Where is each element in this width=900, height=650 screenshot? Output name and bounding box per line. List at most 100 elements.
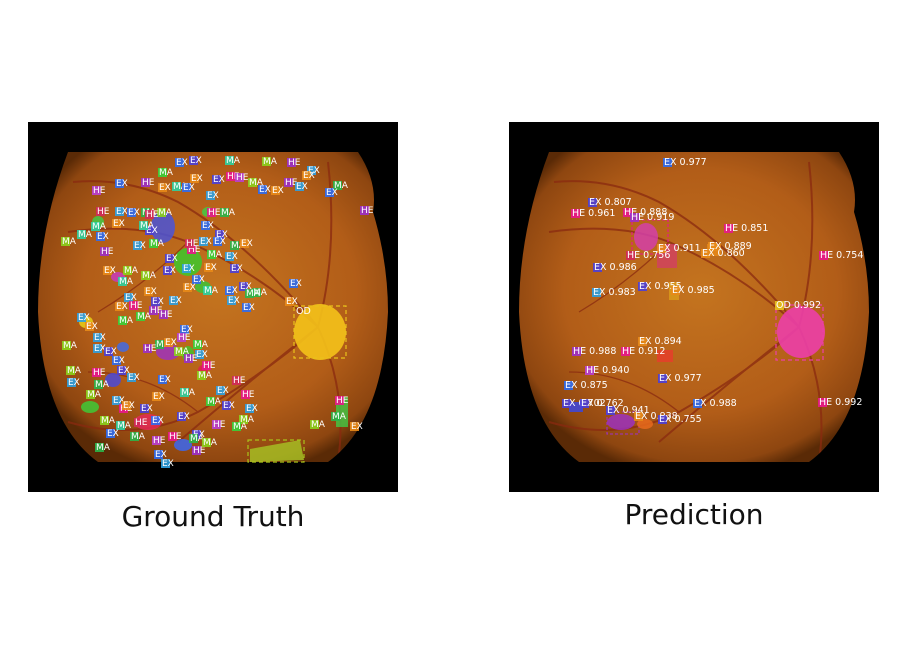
label-swatch xyxy=(96,207,105,216)
gt-label-he: HE xyxy=(141,178,155,188)
gt-label-ex: EX xyxy=(106,429,119,439)
gt-label-text: EX xyxy=(272,186,284,196)
gt-label-text: EX xyxy=(205,263,217,273)
label-swatch xyxy=(638,282,647,291)
gt-label-text: EX xyxy=(207,191,219,201)
gt-label-text: EX xyxy=(118,366,130,376)
gt-label-ma: MA xyxy=(91,222,107,232)
label-swatch xyxy=(588,198,597,207)
prediction-label-ex: EX 0.755 xyxy=(658,414,702,425)
gt-label-text: MA xyxy=(131,432,146,442)
prediction-label-ex: EX 0.807 xyxy=(588,197,632,208)
label-swatch xyxy=(172,182,181,191)
gt-label-ex: EX xyxy=(190,174,203,184)
gt-label-ex: EX xyxy=(85,322,98,332)
gt-label-text: HE xyxy=(135,418,148,428)
prediction-label-text: HE 0.912 xyxy=(622,346,665,357)
gt-label-text: EX xyxy=(97,232,109,242)
prediction-label-text: HE 0.888 xyxy=(624,207,667,218)
label-swatch xyxy=(117,366,126,375)
label-swatch xyxy=(212,175,221,184)
label-swatch xyxy=(239,282,248,291)
label-swatch xyxy=(187,245,196,254)
gt-label-text: EX xyxy=(145,287,157,297)
prediction-label-text: HE 0.961 xyxy=(572,208,615,219)
label-swatch xyxy=(225,156,234,165)
label-swatch xyxy=(207,250,216,259)
gt-label-text: MA xyxy=(67,366,82,376)
prediction-label-text: EX 0.911 xyxy=(658,243,701,254)
prediction-label-ex: EX 0.941 xyxy=(606,405,650,416)
gt-label-text: MA xyxy=(95,380,110,390)
gt-label-text: EX xyxy=(243,303,255,313)
gt-label-text: HE xyxy=(160,310,173,320)
gt-label-ex: EX xyxy=(127,208,140,218)
gt-label-ex: EX xyxy=(289,279,302,289)
gt-label-ex: EX xyxy=(225,286,238,296)
gt-label-ex: EX xyxy=(158,375,171,385)
label-swatch xyxy=(232,422,241,431)
gt-label-text: HE xyxy=(242,390,255,400)
gt-label-he: HE xyxy=(232,376,246,386)
gt-label-ex: EX xyxy=(183,283,196,293)
gt-label-text: EX xyxy=(228,296,240,306)
gt-label-ex: EX xyxy=(195,350,208,360)
gt-label-ex: EX xyxy=(93,344,106,354)
label-swatch xyxy=(350,422,359,431)
gt-label-he: HE xyxy=(129,301,143,311)
label-swatch xyxy=(201,221,210,230)
gt-label-text: MA xyxy=(119,316,134,326)
gt-label-text: MA xyxy=(62,237,77,247)
label-swatch xyxy=(174,347,183,356)
label-swatch xyxy=(175,158,184,167)
optic-disc-mask xyxy=(294,304,346,360)
gt-label-ex: EX xyxy=(112,219,125,229)
label-swatch xyxy=(149,306,158,315)
gt-label-ex: EX xyxy=(144,287,157,297)
prediction-label-he: HE 0.888 xyxy=(623,207,667,218)
label-swatch xyxy=(165,254,174,263)
gt-label-ex: EX xyxy=(227,296,240,306)
gt-label-ex: EX xyxy=(216,386,229,396)
label-swatch xyxy=(122,401,131,410)
gt-label-text: EX xyxy=(246,404,258,414)
retinal-vessels xyxy=(548,161,823,462)
gt-label-text: HE xyxy=(101,247,114,257)
gt-label-ex: EX xyxy=(117,366,130,376)
optic-disc-box xyxy=(775,304,824,361)
label-swatch xyxy=(724,224,733,233)
prediction-label-text: EX 0.986 xyxy=(594,262,637,273)
label-swatch xyxy=(818,398,827,407)
gt-label-he: HE xyxy=(159,310,173,320)
gt-label-ma: MA xyxy=(100,416,116,426)
gt-label-text: MA xyxy=(253,288,268,298)
gt-label-ex: EX xyxy=(140,404,153,414)
prediction-label-text: EX 0.875 xyxy=(565,380,608,391)
label-swatch xyxy=(708,242,717,251)
label-swatch xyxy=(164,338,173,347)
gt-label-ma: MA xyxy=(116,421,132,431)
label-swatch xyxy=(67,378,76,387)
gt-label-he: HE xyxy=(177,333,191,343)
gt-label-text: EX xyxy=(202,221,214,231)
label-swatch xyxy=(141,178,150,187)
label-swatch xyxy=(663,158,672,167)
gt-label-text: MA xyxy=(226,156,241,166)
gt-label-text: MA xyxy=(142,271,157,281)
gt-label-text: EX xyxy=(308,166,320,176)
prediction-label-text: HE 0.754 xyxy=(820,250,863,261)
gt-label-ma: MA xyxy=(248,178,264,188)
gt-label-ma: MA xyxy=(252,288,268,298)
label-swatch xyxy=(235,173,244,182)
gt-label-ex: EX xyxy=(133,241,146,251)
prediction-label-text: HE 0.988 xyxy=(573,346,616,357)
label-swatch xyxy=(225,252,234,261)
gt-label-he: HE xyxy=(184,354,198,364)
gt-label-ma: MA xyxy=(203,286,219,296)
prediction-label-text: OD 0.992 xyxy=(776,300,821,311)
label-swatch xyxy=(215,230,224,239)
label-swatch xyxy=(100,247,109,256)
prediction-caption: Prediction xyxy=(624,498,764,531)
